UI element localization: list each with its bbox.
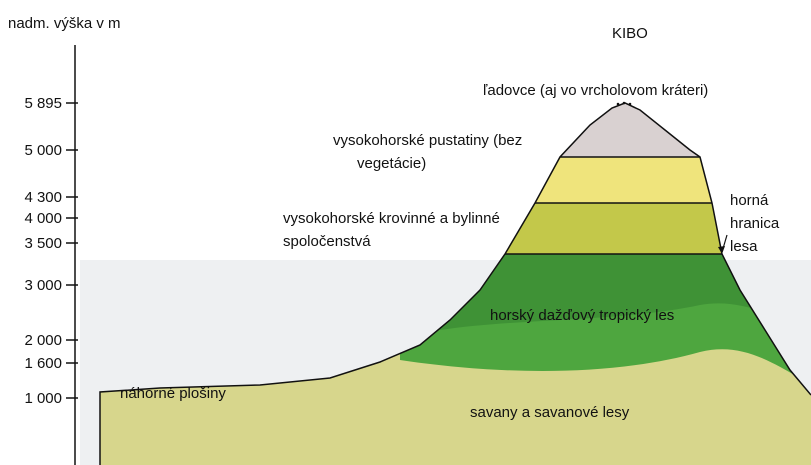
zone-label: savany a savanové lesy	[470, 404, 630, 421]
zone-label: horná	[730, 192, 769, 209]
zone-label: vysokohorské pustatiny (bez	[333, 132, 522, 149]
tick-label: 3 500	[24, 235, 62, 252]
tick-label: 4 300	[24, 189, 62, 206]
zone-label: vegetácie)	[357, 155, 426, 172]
zone-label: horský dažďový tropický les	[490, 307, 674, 324]
zone-label: vysokohorské krovinné a bylinné	[283, 210, 500, 227]
zone-label: ľadovce (aj vo vrcholovom kráteri)	[483, 82, 708, 99]
zone-label: lesa	[730, 238, 758, 255]
axis-label: nadm. výška v m	[8, 15, 121, 32]
tick-label: 1 600	[24, 355, 62, 372]
body: nadm. výška v m KIBO 5 895 5 000 4 300 4 00…	[0, 0, 811, 465]
zone-label: hranica	[730, 215, 780, 232]
diagram: nadm. výška v m KIBO 5 895 5 000 4 300 4 00…	[0, 0, 811, 465]
tick-label: 5 895	[24, 95, 62, 112]
tick-label: 5 000	[24, 142, 62, 159]
tick-label: 1 000	[24, 390, 62, 407]
page: Kibo {"axis": {"label": "nadm. výška v m…	[0, 0, 811, 465]
zone-label: spoločenstvá	[283, 233, 371, 250]
tick-label: 2 000	[24, 332, 62, 349]
zone-label: náhorné plošiny	[120, 385, 226, 402]
peak-label: KIBO	[612, 25, 648, 42]
tick-label: 3 000	[24, 277, 62, 294]
tick-label: 4 000	[24, 210, 62, 227]
